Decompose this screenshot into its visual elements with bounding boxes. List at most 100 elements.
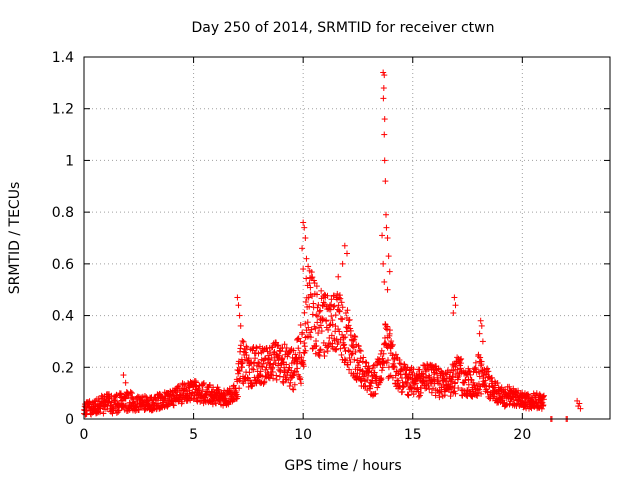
data-point: [386, 268, 393, 275]
data-point: [293, 368, 300, 375]
data-point: [341, 242, 348, 249]
data-point: [331, 302, 338, 309]
data-point: [230, 396, 237, 403]
data-point: [260, 360, 267, 367]
data-point: [122, 395, 129, 402]
data-point: [335, 294, 342, 301]
data-point: [317, 322, 324, 329]
x-tick-label: 0: [80, 427, 89, 443]
data-point: [290, 386, 297, 393]
data-point: [326, 334, 333, 341]
data-point: [270, 375, 277, 382]
x-tick-label: 10: [294, 427, 312, 443]
data-point: [170, 402, 177, 409]
data-point: [199, 386, 206, 393]
data-point: [383, 224, 390, 231]
chart-title: Day 250 of 2014, SRMTID for receiver ctw…: [192, 20, 495, 36]
data-point: [237, 322, 244, 329]
y-axis-label: SRMTID / TECUs: [7, 182, 23, 295]
data-point: [308, 326, 315, 333]
data-point: [298, 380, 305, 387]
data-point: [267, 360, 274, 367]
x-tick-label: 20: [513, 427, 531, 443]
data-point: [378, 367, 385, 374]
y-tick-label: 0.4: [52, 309, 74, 325]
data-point: [179, 398, 186, 405]
data-point: [297, 321, 304, 328]
data-point: [236, 368, 243, 375]
data-point: [318, 287, 325, 294]
data-point: [269, 368, 276, 375]
data-point: [252, 349, 259, 356]
data-point: [135, 407, 142, 414]
data-point: [328, 296, 335, 303]
data-point: [141, 392, 148, 399]
data-point: [252, 355, 259, 362]
data-point: [297, 376, 304, 383]
data-point: [290, 347, 297, 354]
data-point: [314, 319, 321, 326]
data-point: [237, 345, 244, 352]
data-point: [450, 309, 457, 316]
data-point: [239, 364, 246, 371]
data-point: [120, 372, 127, 379]
data-point: [472, 359, 479, 366]
data-point: [294, 365, 301, 372]
data-point: [335, 273, 342, 280]
data-point: [478, 322, 485, 329]
data-point: [323, 344, 330, 351]
data-point: [310, 277, 317, 284]
data-point: [315, 330, 322, 337]
data-point: [281, 341, 288, 348]
data-point: [336, 308, 343, 315]
data-point: [323, 318, 330, 325]
data-point: [283, 361, 290, 368]
data-point: [234, 294, 241, 301]
data-point: [170, 401, 177, 408]
y-tick-label: 0: [65, 412, 74, 428]
data-point: [234, 393, 241, 400]
data-point: [100, 410, 107, 417]
data-point: [226, 385, 233, 392]
data-point: [118, 390, 125, 397]
data-point: [479, 338, 486, 345]
data-point: [206, 381, 213, 388]
data-point: [316, 308, 323, 315]
data-point: [301, 224, 308, 231]
data-point: [385, 253, 392, 260]
data-point: [200, 379, 207, 386]
data-point: [338, 299, 345, 306]
data-point: [343, 328, 350, 335]
data-point: [108, 392, 115, 399]
data-point: [330, 303, 337, 310]
data-point: [306, 280, 313, 287]
data-point: [253, 345, 260, 352]
data-point: [318, 328, 325, 335]
data-point: [237, 342, 244, 349]
data-point: [314, 291, 321, 298]
data-point: [300, 219, 307, 226]
data-point: [317, 346, 324, 353]
data-point: [299, 245, 306, 252]
data-point: [306, 303, 313, 310]
axis-ticks: 0 0.2 0.4 0.6 0.8 1 1.2 1.4 0 5 10 15 20: [52, 50, 610, 443]
data-point: [382, 178, 389, 185]
data-point: [268, 354, 275, 361]
data-point: [299, 329, 306, 336]
data-point: [404, 379, 411, 386]
data-point: [210, 395, 217, 402]
data-point: [380, 85, 387, 92]
data-point: [255, 359, 262, 366]
y-tick-label: 0.8: [52, 205, 74, 221]
data-point: [213, 400, 220, 407]
data-point: [326, 302, 333, 309]
data-point: [164, 403, 171, 410]
data-point: [384, 235, 391, 241]
data-point: [275, 362, 282, 369]
data-point: [302, 235, 309, 241]
data-point: [476, 330, 483, 337]
data-point: [95, 396, 102, 403]
data-point: [94, 409, 101, 416]
data-point: [200, 381, 207, 388]
